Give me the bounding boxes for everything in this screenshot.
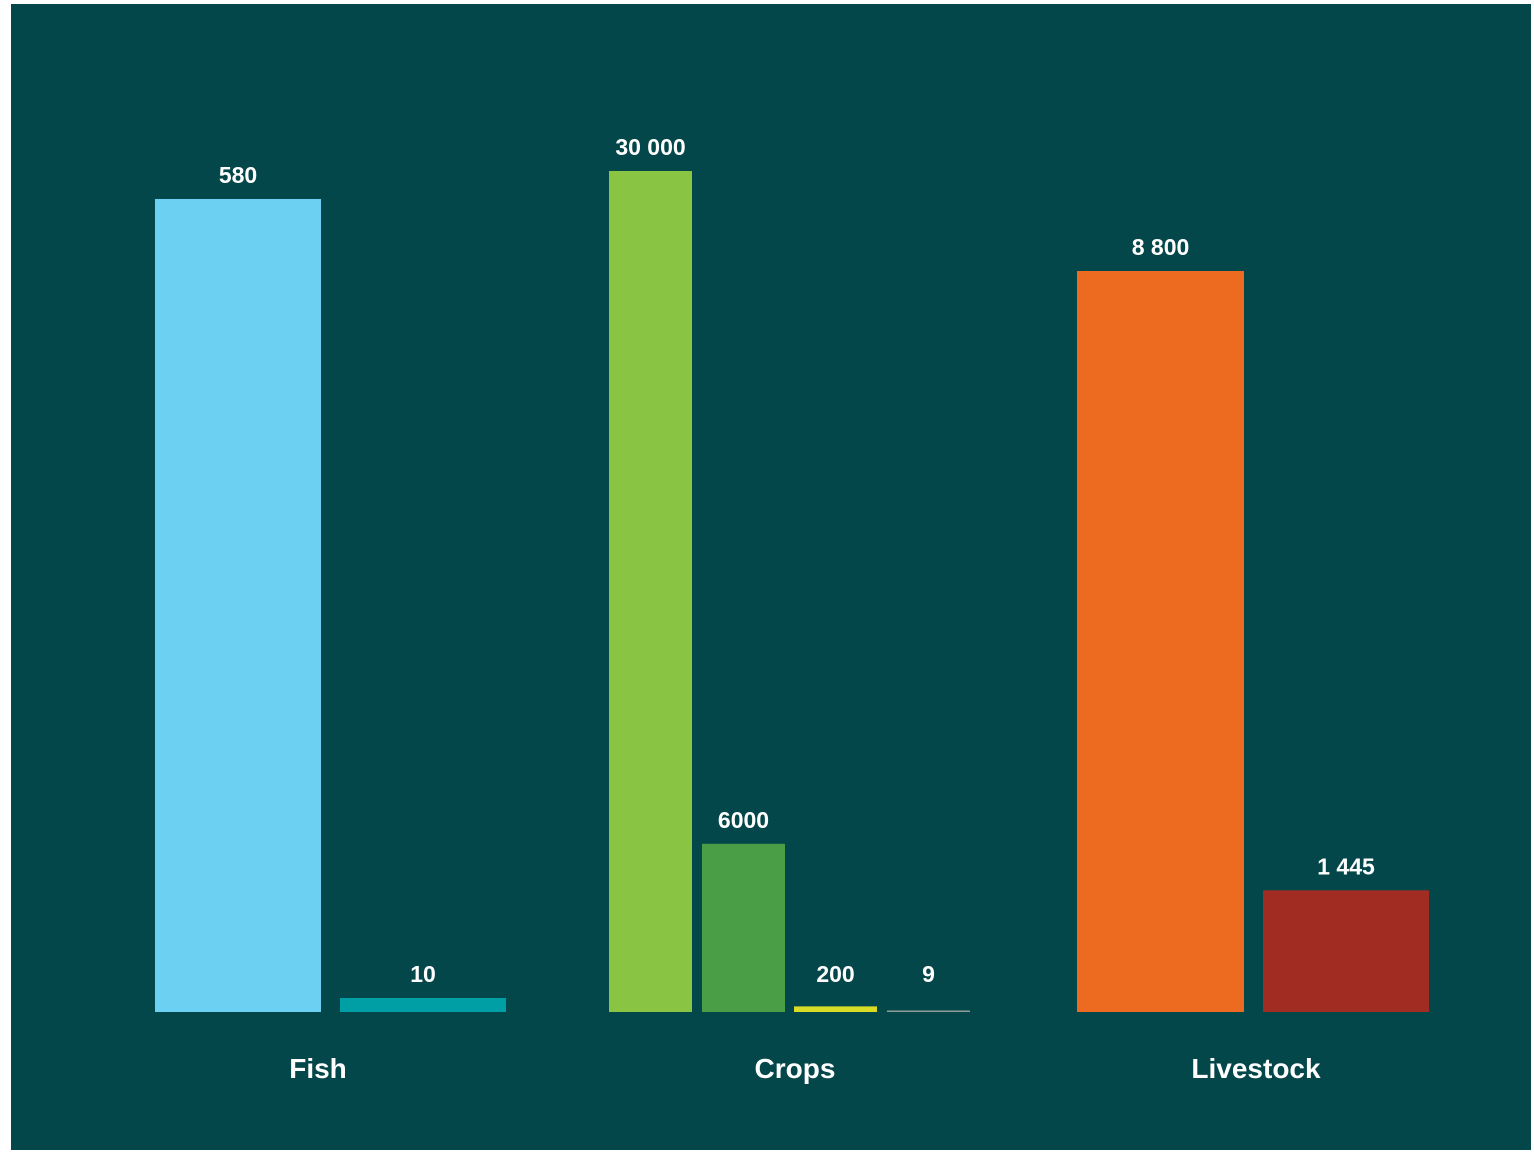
bar-value-label: 1 445 <box>1317 853 1375 879</box>
bar-value-label: 10 <box>410 961 436 987</box>
bar <box>794 1006 877 1012</box>
bar-value-label: 9 <box>922 961 935 987</box>
bar-groups: 580 10 Fish 30 000 6000 200 9 Crops 8 800 1 445 Li… <box>155 134 1429 1084</box>
bar <box>887 1010 970 1012</box>
bar-value-label: 580 <box>219 162 257 188</box>
bar-group-fish: 580 10 Fish <box>155 162 506 1084</box>
bar-value-label: 200 <box>816 961 854 987</box>
group-label: Fish <box>289 1053 347 1084</box>
bar-group-crops: 30 000 6000 200 9 Crops <box>609 134 970 1084</box>
bar <box>155 199 321 1012</box>
bar <box>340 997 506 1012</box>
group-label: Crops <box>755 1053 836 1084</box>
bar <box>702 843 785 1012</box>
bar <box>1077 271 1244 1012</box>
bar-value-label: 30 000 <box>615 134 685 160</box>
bar <box>1263 890 1429 1012</box>
group-label: Livestock <box>1191 1053 1321 1084</box>
bar <box>609 171 692 1012</box>
bar-value-label: 8 800 <box>1132 234 1190 260</box>
bar-group-livestock: 8 800 1 445 Livestock <box>1077 234 1429 1084</box>
bar-value-label: 6000 <box>718 807 769 833</box>
